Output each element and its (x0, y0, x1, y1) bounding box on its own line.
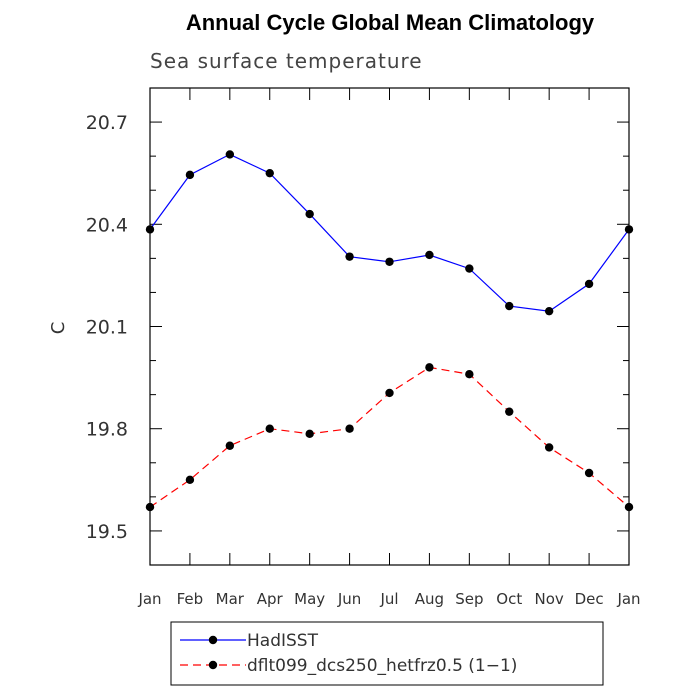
legend-label: dflt099_dcs250_hetfrz0.5 (1−1) (247, 656, 517, 676)
data-point (385, 388, 394, 398)
data-point (425, 363, 434, 372)
chart-title: Annual Cycle Global Mean Climatology (186, 10, 595, 35)
y-tick-label: 20.4 (86, 214, 128, 236)
series-layer (145, 150, 634, 512)
data-point (225, 441, 235, 450)
x-tick-label: May (294, 590, 325, 608)
data-point (385, 257, 394, 266)
legend-marker (208, 660, 218, 670)
legend-label: HadISST (247, 631, 319, 651)
x-tick-label: Jan (616, 590, 640, 608)
data-point (185, 475, 195, 485)
y-tick-label: 20.7 (86, 112, 128, 134)
data-point (145, 502, 155, 512)
data-point (265, 168, 274, 178)
y-tick-label: 20.1 (86, 317, 128, 339)
data-point (505, 301, 514, 311)
x-tick-label: Aug (415, 590, 444, 608)
x-tick-label: Jul (379, 590, 398, 608)
data-point (305, 429, 314, 439)
y-tick-label: 19.5 (86, 521, 128, 543)
x-tick-label: Oct (496, 590, 522, 608)
y-tick-label: 19.8 (86, 419, 128, 441)
data-point (305, 209, 314, 219)
series-line (149, 366, 630, 508)
series-2 (145, 363, 634, 512)
plot-frame (149, 87, 630, 566)
x-tick-label: Jan (137, 590, 161, 608)
data-point (544, 306, 554, 316)
series-line (149, 153, 630, 312)
data-point (185, 170, 195, 180)
data-point (505, 407, 514, 416)
legend: HadISST dflt099_dcs250_hetfrz0.5 (1−1) (170, 621, 604, 686)
data-point (225, 150, 235, 159)
data-point (624, 225, 634, 234)
data-point (465, 370, 474, 379)
y-axis-label: C (48, 322, 69, 335)
data-point (425, 250, 434, 260)
legend-marker (208, 635, 218, 645)
data-point (624, 502, 634, 512)
data-point (345, 424, 354, 433)
x-tick-label: Mar (216, 590, 245, 608)
x-tick-label: Feb (177, 590, 204, 608)
data-point (584, 279, 594, 289)
x-tick-label: Dec (575, 590, 604, 608)
legend-box (170, 621, 604, 686)
data-point (345, 252, 354, 261)
x-tick-label: Apr (257, 590, 284, 608)
chart-subtitle: Sea surface temperature (150, 49, 423, 73)
axes: 19.5 19.8 20.1 20.4 20.7 Jan Feb Mar Apr May Jun Ju… (86, 87, 641, 608)
data-point (265, 424, 274, 433)
data-point (544, 443, 554, 452)
series-1 (145, 150, 634, 316)
data-point (145, 225, 155, 234)
x-tick-label: Jun (337, 590, 361, 608)
x-tick-label: Sep (455, 590, 483, 608)
data-point (584, 468, 594, 478)
x-tick-label: Nov (535, 590, 564, 608)
data-point (465, 264, 474, 273)
